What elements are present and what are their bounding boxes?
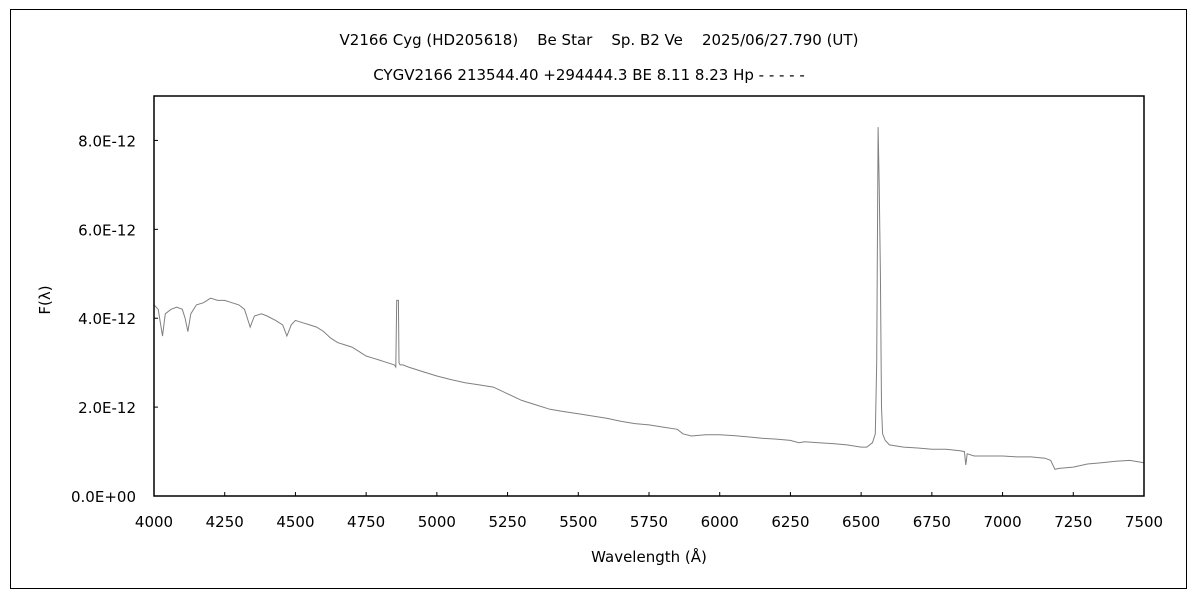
- x-tick-label: 5000: [418, 513, 456, 531]
- x-tick-label: 4250: [206, 513, 244, 531]
- x-tick-label: 6000: [701, 513, 739, 531]
- plot-area: [153, 95, 1145, 497]
- y-tick-label: 8.0E-12: [78, 132, 136, 150]
- x-tick-label: 7500: [1125, 513, 1163, 531]
- chart-title: V2166 Cyg (HD205618) Be Star Sp. B2 Ve 2…: [340, 31, 859, 49]
- y-axis-label: F(λ): [36, 285, 54, 314]
- y-tick-label: 6.0E-12: [78, 221, 136, 239]
- x-tick-label: 6250: [771, 513, 809, 531]
- y-tick-label: 2.0E-12: [78, 399, 136, 417]
- x-tick-label: 4000: [135, 513, 173, 531]
- x-tick-label: 5500: [559, 513, 597, 531]
- x-axis-label: Wavelength (Å): [591, 547, 707, 566]
- x-tick-label: 6500: [842, 513, 880, 531]
- chart-frame: [10, 9, 1187, 589]
- y-tick-label: 0.0E+00: [71, 488, 136, 506]
- x-tick-label: 7000: [983, 513, 1021, 531]
- chart-subtitle: CYGV2166 213544.40 +294444.3 BE 8.11 8.2…: [373, 66, 805, 84]
- x-tick-label: 4500: [276, 513, 314, 531]
- x-tick-label: 7250: [1054, 513, 1092, 531]
- x-tick-label: 5750: [630, 513, 668, 531]
- x-tick-label: 6750: [913, 513, 951, 531]
- x-tick-label: 4750: [347, 513, 385, 531]
- y-tick-label: 4.0E-12: [78, 310, 136, 328]
- x-tick-label: 5250: [488, 513, 526, 531]
- spectrum-line: [153, 127, 1145, 470]
